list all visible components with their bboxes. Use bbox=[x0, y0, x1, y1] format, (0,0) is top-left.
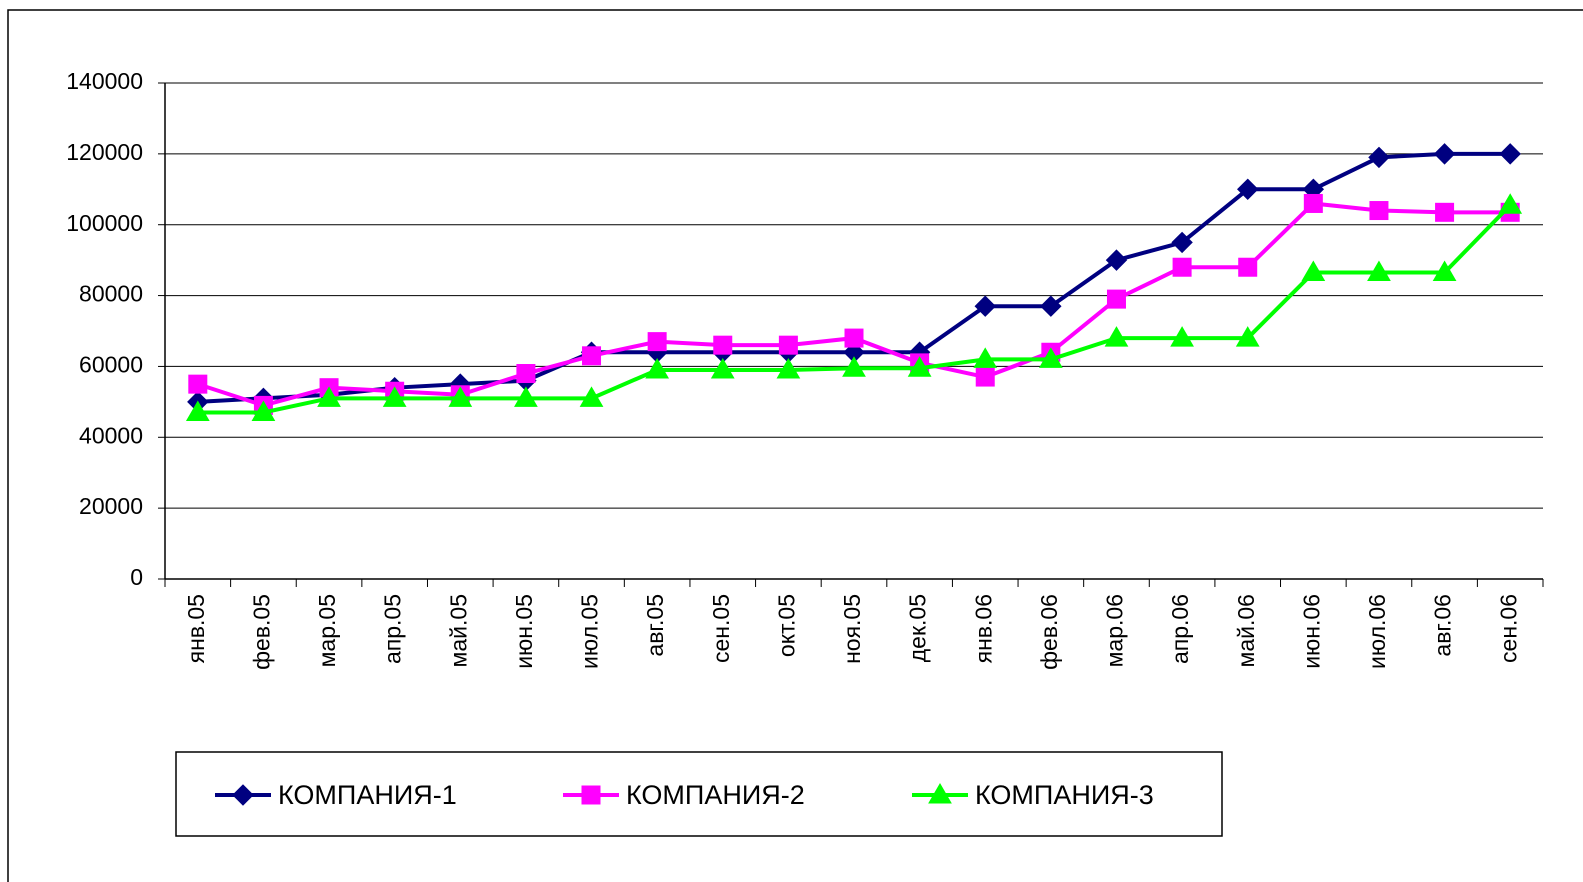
legend-box bbox=[175, 751, 1223, 837]
data-point bbox=[973, 347, 998, 368]
data-point bbox=[1368, 146, 1390, 169]
x-tick-label: окт.05 bbox=[773, 594, 799, 657]
data-point bbox=[185, 400, 210, 421]
data-point bbox=[1498, 193, 1523, 214]
x-tick-label: май.05 bbox=[445, 594, 471, 667]
x-tick-label: сен.05 bbox=[708, 594, 734, 663]
legend-label: КОМПАНИЯ-1 bbox=[278, 780, 457, 810]
x-tick-label: сен.06 bbox=[1495, 594, 1521, 663]
data-point bbox=[1038, 347, 1063, 368]
x-tick-label: ноя.05 bbox=[839, 594, 865, 664]
y-tick-label: 100000 bbox=[66, 210, 143, 236]
data-point bbox=[448, 386, 473, 407]
y-tick-label: 80000 bbox=[79, 281, 143, 307]
x-tick-label: фев.05 bbox=[249, 594, 275, 670]
data-point bbox=[1237, 178, 1259, 200]
data-point bbox=[188, 374, 208, 394]
y-tick-label: 20000 bbox=[79, 493, 143, 519]
y-tick-label: 140000 bbox=[66, 68, 143, 94]
data-point bbox=[1104, 326, 1129, 347]
data-point bbox=[713, 335, 733, 355]
x-tick-label: янв.06 bbox=[970, 594, 996, 663]
data-point bbox=[1106, 289, 1126, 309]
legend-label: КОМПАНИЯ-3 bbox=[975, 780, 1154, 810]
data-point bbox=[1369, 201, 1389, 221]
x-tick-label: май.06 bbox=[1233, 594, 1259, 667]
data-point bbox=[582, 346, 602, 366]
legend-label: КОМПАНИЯ-2 bbox=[626, 780, 805, 810]
x-tick-label: мар.05 bbox=[314, 594, 340, 667]
x-tick-label: июл.06 bbox=[1364, 594, 1390, 669]
chart-border bbox=[7, 9, 1583, 882]
x-tick-label: авг.05 bbox=[642, 594, 668, 657]
legend-marker bbox=[232, 784, 254, 806]
data-point bbox=[844, 328, 864, 348]
data-point bbox=[645, 357, 670, 379]
data-point bbox=[1238, 257, 1258, 277]
data-point bbox=[579, 386, 604, 407]
data-point bbox=[514, 386, 538, 407]
x-tick-label: июл.05 bbox=[577, 594, 603, 669]
data-point bbox=[1171, 231, 1193, 254]
x-tick-label: дек.05 bbox=[905, 594, 931, 662]
data-point bbox=[1172, 257, 1192, 277]
x-tick-label: янв.05 bbox=[183, 594, 209, 663]
x-tick-label: июн.06 bbox=[1298, 594, 1324, 669]
data-point bbox=[907, 356, 932, 377]
data-point bbox=[1235, 326, 1260, 347]
x-tick-label: фев.06 bbox=[1036, 594, 1062, 670]
data-point bbox=[647, 332, 667, 352]
y-tick-label: 60000 bbox=[79, 352, 143, 378]
data-point bbox=[710, 357, 735, 379]
y-tick-label: 120000 bbox=[66, 139, 143, 165]
x-tick-label: июн.05 bbox=[511, 594, 537, 669]
x-tick-label: апр.06 bbox=[1167, 594, 1193, 664]
data-point bbox=[1433, 143, 1456, 165]
data-point bbox=[842, 356, 866, 377]
data-point bbox=[1499, 143, 1521, 165]
data-point bbox=[1435, 202, 1455, 222]
legend-marker bbox=[581, 785, 601, 805]
data-point bbox=[778, 335, 798, 355]
data-point bbox=[317, 386, 341, 407]
x-tick-label: мар.06 bbox=[1102, 594, 1128, 667]
data-point bbox=[251, 400, 276, 421]
data-point bbox=[776, 357, 801, 379]
data-point bbox=[516, 364, 536, 384]
data-point bbox=[1367, 260, 1391, 282]
data-point bbox=[382, 386, 407, 407]
data-point bbox=[974, 295, 996, 317]
data-point bbox=[1105, 249, 1128, 271]
x-tick-label: апр.05 bbox=[380, 594, 406, 664]
y-tick-label: 40000 bbox=[79, 422, 143, 448]
data-point bbox=[1432, 260, 1457, 282]
legend-marker bbox=[928, 783, 952, 804]
data-point bbox=[975, 367, 995, 387]
data-point bbox=[1301, 260, 1326, 282]
data-point bbox=[1170, 326, 1194, 347]
x-tick-label: авг.06 bbox=[1430, 594, 1456, 657]
y-tick-label: 0 bbox=[130, 564, 143, 590]
data-point bbox=[1303, 193, 1323, 213]
data-point bbox=[1040, 295, 1062, 317]
